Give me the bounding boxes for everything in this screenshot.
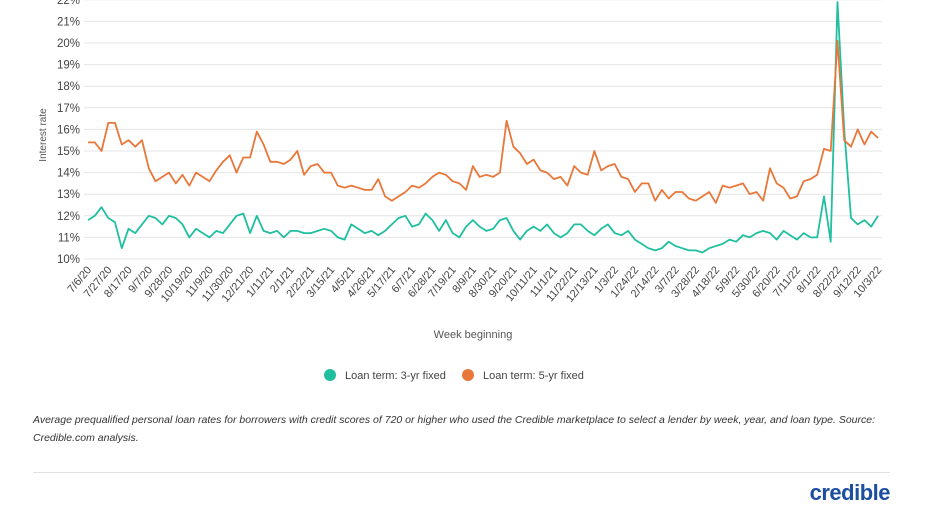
- series-line: [88, 39, 879, 204]
- y-tick-label: 22%: [57, 0, 80, 7]
- legend-marker: [324, 369, 336, 381]
- x-axis-label: Week beginning: [434, 329, 513, 341]
- y-tick-label: 18%: [57, 81, 80, 93]
- y-tick-label: 17%: [57, 103, 80, 115]
- legend-marker: [462, 369, 474, 381]
- y-tick-label: 15%: [57, 146, 80, 158]
- series-line: [87, 1, 879, 254]
- y-tick-label: 13%: [57, 189, 80, 201]
- y-tick-label: 12%: [57, 211, 80, 223]
- chart: Interest rate Week beginning 10% 11% 12% 13…: [38, 0, 884, 382]
- y-tick-label: 20%: [57, 38, 80, 50]
- separator: [33, 472, 890, 473]
- y-tick-label: 11%: [58, 232, 80, 244]
- y-tick-label: 14%: [57, 168, 80, 180]
- y-tick-label: 16%: [57, 124, 80, 136]
- y-tick-label: 10%: [57, 254, 80, 266]
- y-tick-label: 19%: [57, 60, 80, 72]
- caption: Average prequalified personal loan rates…: [33, 414, 876, 444]
- brand-logo: credible: [809, 480, 891, 505]
- legend-label: Loan term: 3-yr fixed: [345, 370, 446, 382]
- y-axis-label: Interest rate: [38, 108, 49, 162]
- y-tick-label: 21%: [57, 16, 80, 28]
- legend-label: Loan term: 5-yr fixed: [483, 370, 584, 382]
